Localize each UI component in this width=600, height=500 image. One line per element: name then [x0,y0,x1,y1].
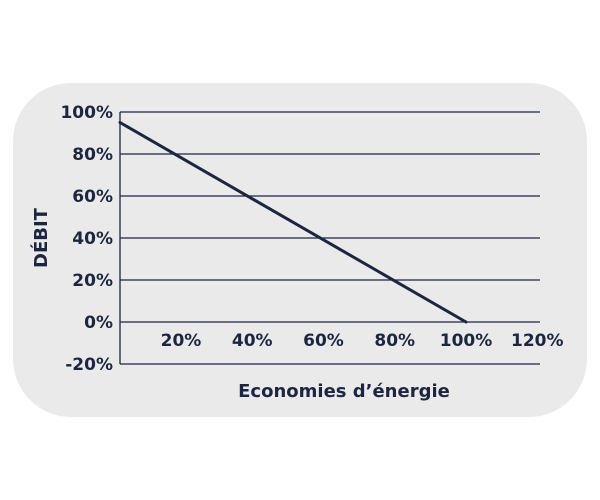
x-axis-label: Economies d’énergie [238,381,450,402]
series-lines [118,121,468,324]
series-line [118,121,468,324]
x-tick-labels: 20% 40% 60% 80% 100% 120% [161,331,564,351]
x-tick-label: 60% [303,331,344,351]
x-tick-label: 100% [440,331,493,351]
y-tick-label: 0% [84,313,113,333]
y-tick-label: -20% [65,355,113,375]
y-tick-labels: 100% 80% 60% 40% 20% 0% -20% [60,103,113,375]
chart-panel [13,83,587,417]
y-tick-label: 40% [72,229,113,249]
y-tick-label: 60% [72,187,113,207]
x-tick-label: 40% [232,331,273,351]
y-tick-label: 20% [72,271,113,291]
y-tick-label: 100% [60,103,113,123]
x-tick-label: 80% [374,331,415,351]
x-tick-label: 120% [511,331,564,351]
grid-lines [119,111,540,365]
x-tick-label: 20% [161,331,202,351]
y-axis-label: DÉBIT [30,207,52,268]
y-tick-label: 80% [72,145,113,165]
